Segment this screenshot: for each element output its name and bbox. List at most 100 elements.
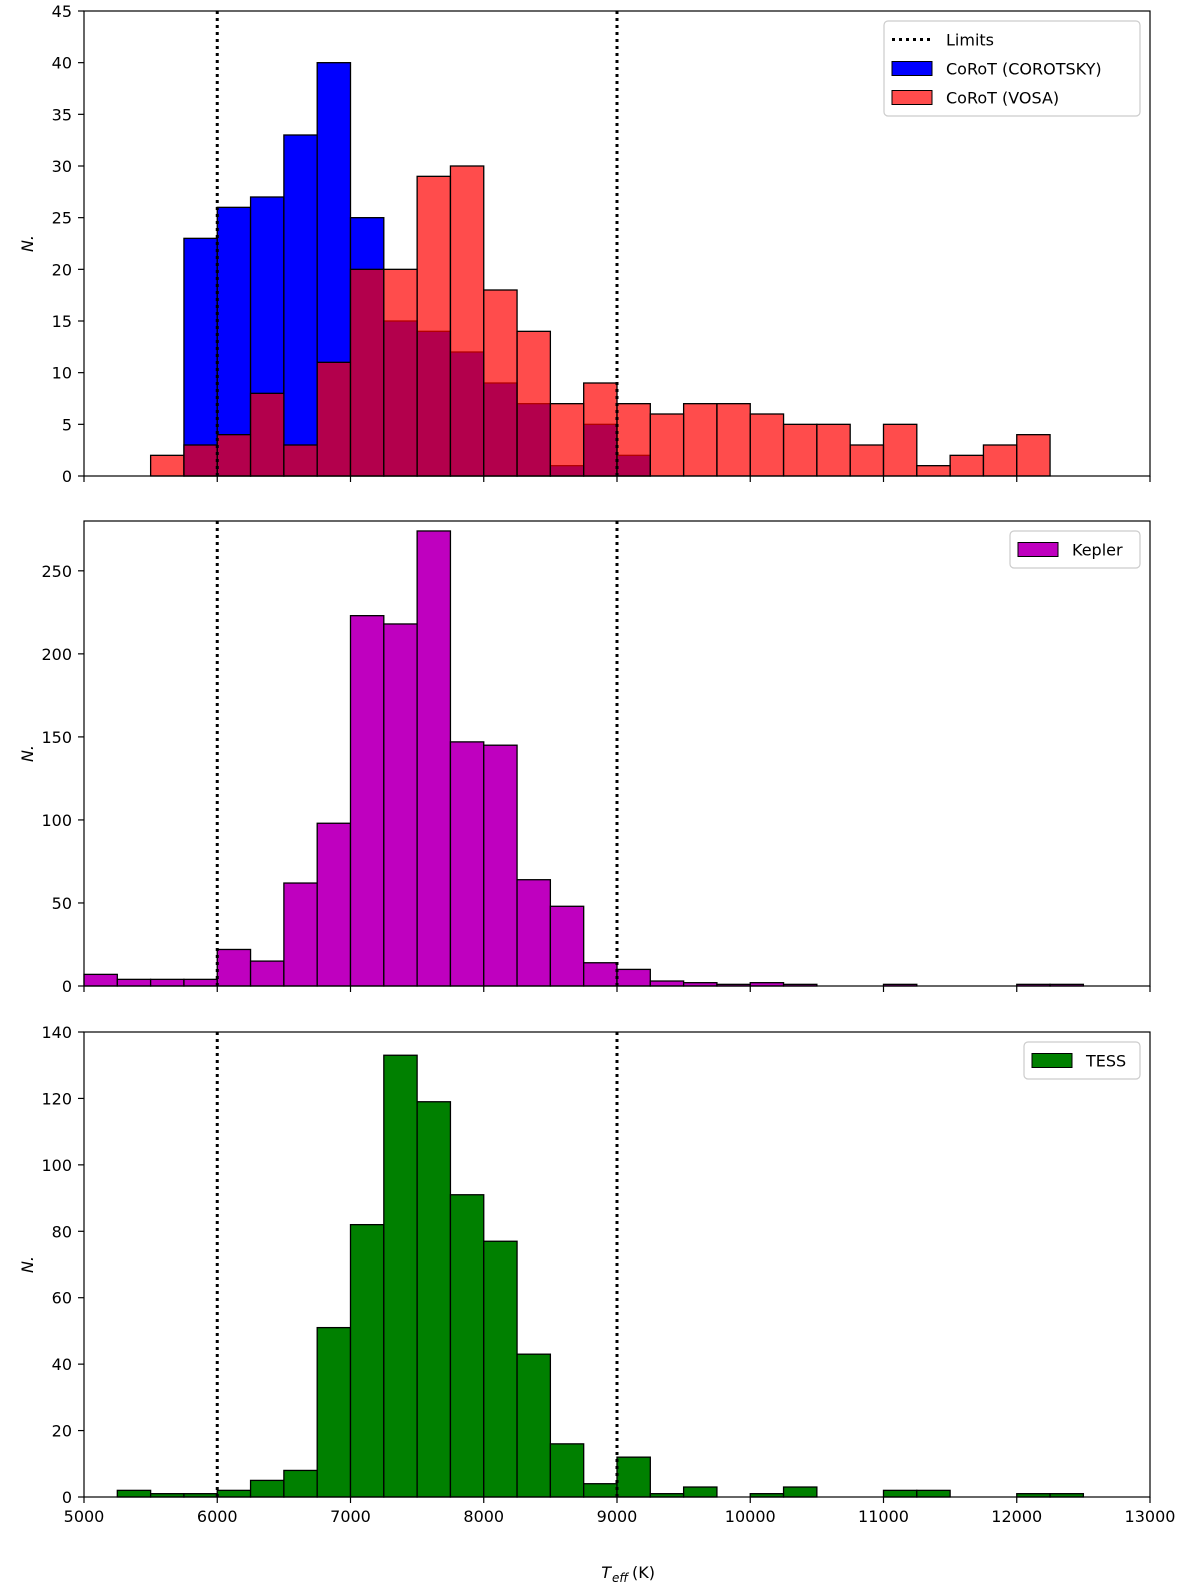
histogram-bar	[183, 237, 218, 477]
histogram-bar	[949, 454, 985, 477]
legend-label: Limits	[946, 31, 994, 50]
x-tick-label: 9000	[597, 1507, 638, 1526]
legend-box	[1009, 530, 1141, 569]
y-axis-label: N.	[18, 235, 37, 252]
y-tick-label: 35	[52, 105, 72, 124]
histogram-bar	[183, 444, 218, 477]
series-kepler	[83, 530, 1085, 987]
legend-label: CoRoT (VOSA)	[946, 89, 1059, 108]
histogram-bar	[283, 134, 318, 477]
histogram-bar	[849, 444, 885, 477]
legend-box	[883, 20, 1141, 117]
y-tick-label: 0	[62, 467, 72, 486]
histogram-bar	[882, 1489, 918, 1498]
histogram-bar	[1016, 434, 1051, 477]
x-tick-label: 6000	[197, 1507, 238, 1526]
x-tick-label: 11000	[858, 1507, 909, 1526]
legend-swatch	[1031, 1053, 1073, 1068]
histogram-bar	[649, 413, 685, 477]
y-tick-label: 20	[52, 1422, 72, 1441]
histogram-bar	[249, 392, 285, 477]
histogram-bar	[416, 1101, 452, 1498]
bottom-panel-tess: 0 20 40 60 80 100 120 140 5000 6000 7000 8000 9000 10…	[18, 1023, 1175, 1526]
histogram-bar	[549, 905, 585, 987]
histogram-bar	[449, 741, 485, 987]
histogram-bar	[116, 1489, 152, 1498]
y-tick-label: 45	[52, 2, 72, 21]
y-tick-label: 0	[62, 1488, 72, 1507]
histogram-bar	[383, 268, 418, 477]
legend-swatch	[1017, 542, 1059, 557]
histogram-bar	[882, 423, 918, 477]
histogram-bar	[116, 978, 152, 987]
histogram-bar	[549, 1443, 585, 1498]
histogram-bar	[549, 403, 585, 477]
histogram-bar	[149, 978, 185, 987]
series-corot-vosa	[149, 165, 1051, 477]
y-tick-label: 60	[52, 1289, 72, 1308]
histogram-bar	[916, 1489, 951, 1498]
x-tick-label: 13000	[1125, 1507, 1176, 1526]
histogram-bar	[982, 444, 1018, 477]
histogram-bar	[616, 968, 651, 987]
legend-box	[1023, 1041, 1141, 1080]
y-tick-label: 40	[52, 1355, 72, 1374]
histogram-bar	[283, 882, 318, 987]
histogram-bar	[616, 403, 651, 477]
y-tick-label: 20	[52, 260, 72, 279]
histogram-bar	[316, 822, 352, 987]
histogram-bar	[283, 1469, 318, 1498]
x-tick-label: 7000	[330, 1507, 371, 1526]
histogram-bar	[83, 973, 118, 987]
y-tick-label: 250	[41, 562, 72, 581]
histogram-bar	[216, 948, 252, 987]
y-tick-label: 100	[41, 811, 72, 830]
histogram-bar	[349, 268, 385, 477]
histogram-bar	[149, 454, 185, 477]
histogram-bar	[483, 289, 518, 477]
y-tick-label: 40	[52, 54, 72, 73]
x-axis-label-unit: (K)	[632, 1563, 655, 1582]
histogram-bar	[916, 465, 951, 477]
middle-panel-kepler: 0 50 100 150 200 250 N. Kepler	[18, 520, 1151, 996]
histogram-bar	[216, 1489, 252, 1498]
histogram-bar	[216, 434, 252, 477]
y-tick-label: 100	[41, 1156, 72, 1175]
histogram-bar	[316, 361, 352, 477]
histogram-bar	[583, 382, 618, 477]
histogram-bar	[416, 530, 452, 987]
histogram-bar	[682, 403, 718, 477]
y-tick-label: 30	[52, 157, 72, 176]
legend-swatch	[891, 61, 933, 76]
x-axis-label-symbol: T	[601, 1563, 612, 1582]
y-tick-label: 200	[41, 645, 72, 664]
histogram-bar	[183, 978, 218, 987]
legend: TESS	[1023, 1041, 1141, 1080]
histogram-bar	[449, 165, 485, 477]
histogram-bar	[283, 444, 318, 477]
histogram-bar	[516, 879, 552, 987]
histogram-bar	[649, 980, 685, 987]
y-tick-label: 140	[41, 1023, 72, 1042]
histogram-bar	[483, 1240, 518, 1498]
top-panel-corot: 0 5 10 15 20 25 30 35 40 45 N. Limits CoRoT (COROTSK…	[18, 2, 1151, 486]
histogram-bar	[716, 403, 751, 477]
histogram-bar	[782, 1486, 818, 1498]
legend-label: TESS	[1085, 1052, 1126, 1071]
x-tick-label: 12000	[991, 1507, 1042, 1526]
histogram-bar	[383, 623, 418, 987]
histogram-bar	[349, 615, 385, 987]
histogram-bar	[516, 1353, 552, 1498]
histogram-bar	[616, 1456, 651, 1498]
histogram-bar	[383, 1054, 418, 1498]
y-tick-label: 5	[62, 415, 72, 434]
x-tick-label: 5000	[64, 1507, 105, 1526]
y-tick-label: 0	[62, 977, 72, 996]
y-axis-label: N.	[18, 745, 37, 762]
histogram-bar	[782, 423, 818, 477]
legend-label: CoRoT (COROTSKY)	[946, 60, 1102, 79]
histogram-bar	[749, 413, 785, 477]
histogram-bar	[249, 1479, 285, 1498]
y-tick-label: 10	[52, 364, 72, 383]
